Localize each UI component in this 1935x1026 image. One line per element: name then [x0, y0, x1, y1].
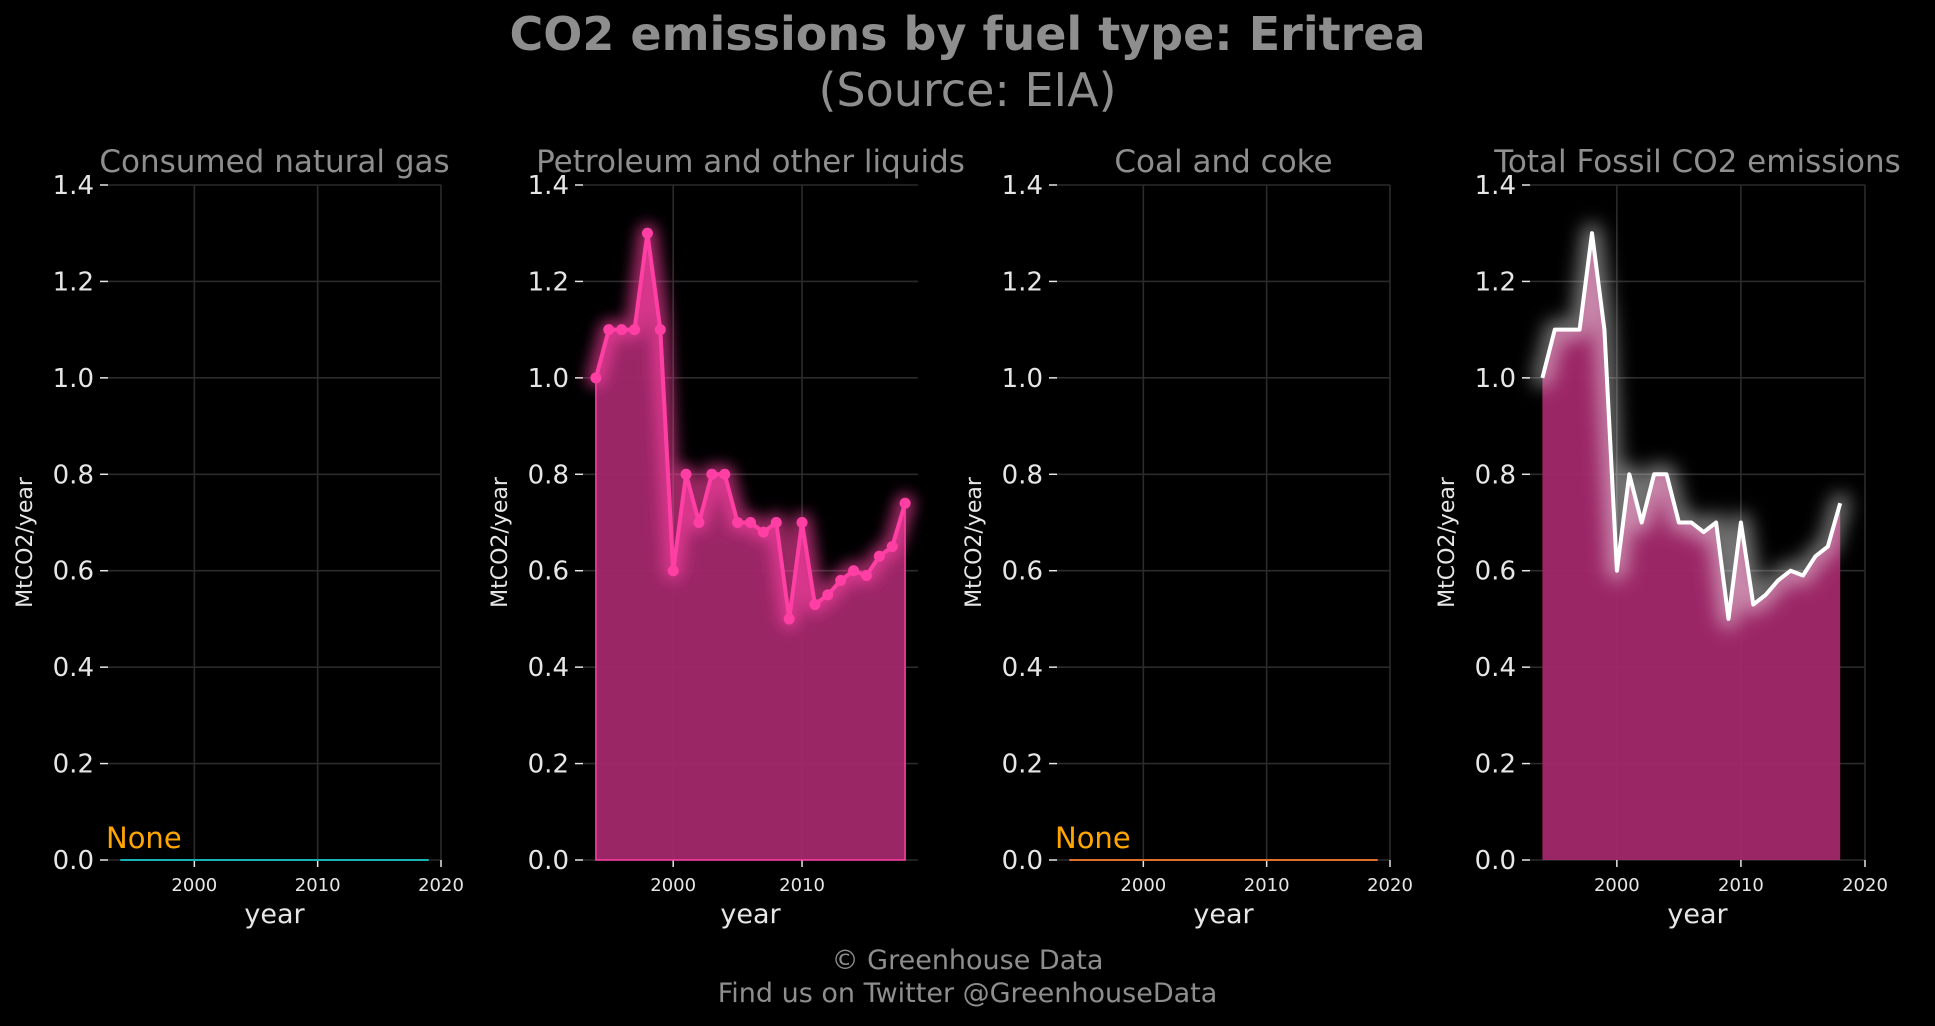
data-point — [822, 589, 834, 601]
x-tick-label: 2000 — [650, 875, 696, 896]
x-tick-label: 2010 — [295, 875, 341, 896]
data-point — [616, 324, 628, 336]
data-point — [757, 526, 769, 538]
y-tick-label: 0.8 — [1002, 460, 1043, 490]
panel-4: 0.0 0.2 0.4 0.6 0.8 1.0 1.2 1.4 2000 2010 2020 year… — [1435, 144, 1901, 930]
y-tick-label: 1.0 — [1002, 364, 1043, 394]
x-tick-label: 2020 — [1367, 875, 1413, 896]
x-tick-label: 2000 — [1594, 875, 1640, 896]
data-point — [641, 227, 653, 239]
x-tick-label: 2010 — [779, 875, 825, 896]
x-axis-label: year — [1193, 899, 1254, 930]
y-axis-label: MtCO2/year — [962, 476, 987, 608]
footer-copyright: © Greenhouse Data — [831, 945, 1104, 976]
y-tick-label: 0.4 — [528, 653, 569, 683]
y-tick-label: 0.8 — [1475, 460, 1516, 490]
data-point — [706, 468, 718, 480]
data-point — [590, 372, 602, 384]
data-point — [745, 517, 756, 528]
panel-title: Total Fossil CO2 emissions — [1493, 144, 1901, 180]
y-tick-label: 0.0 — [1002, 846, 1043, 876]
y-tick-label: 1.2 — [53, 267, 94, 297]
series-line — [1540, 231, 1843, 621]
data-point — [629, 324, 641, 336]
data-point — [835, 574, 847, 586]
y-tick-label: 0.6 — [1475, 557, 1516, 587]
y-tick-label: 1.4 — [1002, 171, 1043, 201]
data-point — [873, 550, 885, 562]
data-point — [783, 613, 795, 625]
panel-2: 0.0 0.2 0.4 0.6 0.8 1.0 1.2 1.4 2000 2010 year MtCO… — [488, 144, 965, 930]
chart-subtitle: (Source: EIA) — [818, 63, 1117, 117]
y-tick-label: 0.2 — [528, 750, 569, 780]
data-point — [693, 517, 705, 528]
y-tick-label: 1.4 — [53, 171, 94, 201]
y-tick-label: 0.2 — [53, 750, 94, 780]
x-tick-label: 2010 — [1718, 875, 1764, 896]
y-tick-label: 1.2 — [1475, 267, 1516, 297]
y-axis-label: MtCO2/year — [13, 476, 38, 608]
data-point — [809, 598, 821, 610]
panel-1: 0.0 0.2 0.4 0.6 0.8 1.0 1.2 1.4 2000 2010 2020 year… — [13, 144, 464, 930]
x-axis-label: year — [244, 899, 305, 930]
x-tick-label: 2020 — [418, 875, 464, 896]
x-axis-label: year — [1667, 899, 1728, 930]
y-tick-label: 0.6 — [1002, 557, 1043, 587]
chart-title: CO2 emissions by fuel type: Eritrea — [509, 7, 1426, 61]
data-point — [848, 565, 860, 577]
data-point — [886, 541, 898, 553]
x-tick-label: 2000 — [1120, 875, 1166, 896]
y-tick-label: 1.2 — [528, 267, 569, 297]
x-axis-label: year — [720, 899, 781, 930]
footer-twitter: Find us on Twitter @GreenhouseData — [717, 978, 1218, 1009]
no-data-annotation: None — [106, 821, 182, 855]
y-tick-label: 0.4 — [1002, 653, 1043, 683]
y-tick-label: 0.0 — [53, 846, 94, 876]
data-point — [770, 517, 782, 528]
panel-title: Consumed natural gas — [99, 144, 449, 180]
data-point — [732, 517, 744, 528]
area-fill — [1542, 233, 1841, 860]
y-axis-label: MtCO2/year — [1435, 476, 1460, 608]
data-point — [654, 324, 666, 336]
y-tick-label: 0.4 — [53, 653, 94, 683]
data-point — [860, 570, 872, 582]
y-tick-label: 1.0 — [1475, 364, 1516, 394]
y-tick-label: 0.0 — [528, 846, 569, 876]
y-axis-label: MtCO2/year — [488, 476, 513, 608]
y-tick-label: 0.6 — [53, 557, 94, 587]
data-point — [680, 468, 692, 480]
y-tick-label: 0.0 — [1475, 846, 1516, 876]
data-point — [796, 517, 808, 528]
y-tick-label: 0.8 — [53, 460, 94, 490]
y-tick-label: 0.8 — [528, 460, 569, 490]
y-tick-label: 0.2 — [1475, 750, 1516, 780]
y-tick-label: 1.4 — [1475, 171, 1516, 201]
y-tick-label: 0.2 — [1002, 750, 1043, 780]
x-tick-label: 2020 — [1842, 875, 1888, 896]
x-tick-label: 2010 — [1244, 875, 1290, 896]
data-point — [603, 324, 615, 336]
y-tick-label: 0.4 — [1475, 653, 1516, 683]
y-tick-label: 1.4 — [528, 171, 569, 201]
y-tick-label: 1.0 — [528, 364, 569, 394]
data-point — [667, 565, 679, 577]
panel-title: Coal and coke — [1114, 144, 1332, 180]
data-point — [719, 468, 731, 480]
y-tick-label: 0.6 — [528, 557, 569, 587]
no-data-annotation: None — [1055, 821, 1131, 855]
y-tick-label: 1.0 — [53, 364, 94, 394]
panel-3: 0.0 0.2 0.4 0.6 0.8 1.0 1.2 1.4 2000 2010 2020 year… — [962, 144, 1413, 930]
y-tick-label: 1.2 — [1002, 267, 1043, 297]
panel-title: Petroleum and other liquids — [536, 144, 965, 180]
data-point — [899, 497, 911, 509]
x-tick-label: 2000 — [171, 875, 217, 896]
